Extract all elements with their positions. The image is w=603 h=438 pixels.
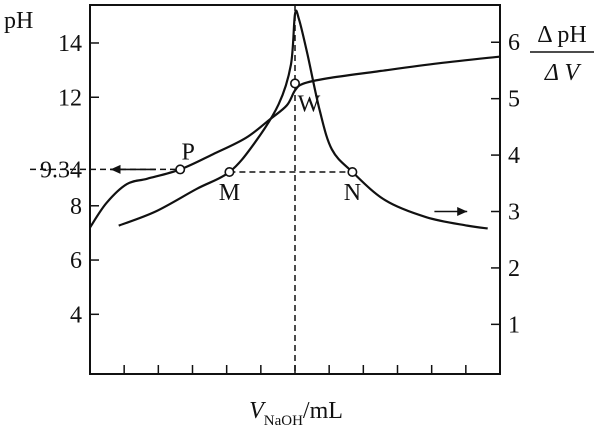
right-axis-title-numerator: Δ pH (537, 22, 586, 48)
point-n-label: N (344, 180, 361, 206)
left-axis-arrow-head (110, 164, 121, 174)
right-tick-label: 1 (508, 312, 520, 338)
point-n-marker (347, 167, 358, 178)
point-w-label: W (298, 91, 321, 117)
left-axis-title: pH (4, 8, 33, 34)
right-tick-label: 3 (508, 200, 520, 226)
left-tick-label-special: 9.34 (40, 157, 82, 183)
x-axis-title-subscript: NaOH (264, 413, 303, 429)
right-axis-title-denominator: Δ V (544, 60, 582, 86)
x-axis-title-symbol: V (249, 398, 266, 424)
point-p-label: P (182, 139, 195, 165)
x-axis-title-unit: /mL (303, 398, 343, 424)
point-p-marker (175, 164, 186, 175)
right-tick-label: 4 (508, 143, 520, 169)
point-w-marker (289, 78, 300, 89)
point-m-marker (224, 167, 235, 178)
x-axis-title: VNaOH/mL (249, 398, 343, 429)
right-axis-arrow-head (457, 207, 468, 217)
left-tick-label: 4 (70, 302, 82, 328)
dph-dv-curve (118, 9, 488, 230)
left-tick-label: 8 (70, 194, 82, 220)
right-tick-label: 5 (508, 87, 520, 113)
left-tick-label: 6 (70, 248, 82, 274)
right-tick-label: 2 (508, 256, 520, 282)
point-m-label: M (219, 180, 240, 206)
right-tick-label: 6 (508, 30, 520, 56)
left-tick-label: 14 (58, 31, 82, 57)
left-tick-label: 12 (58, 85, 82, 111)
